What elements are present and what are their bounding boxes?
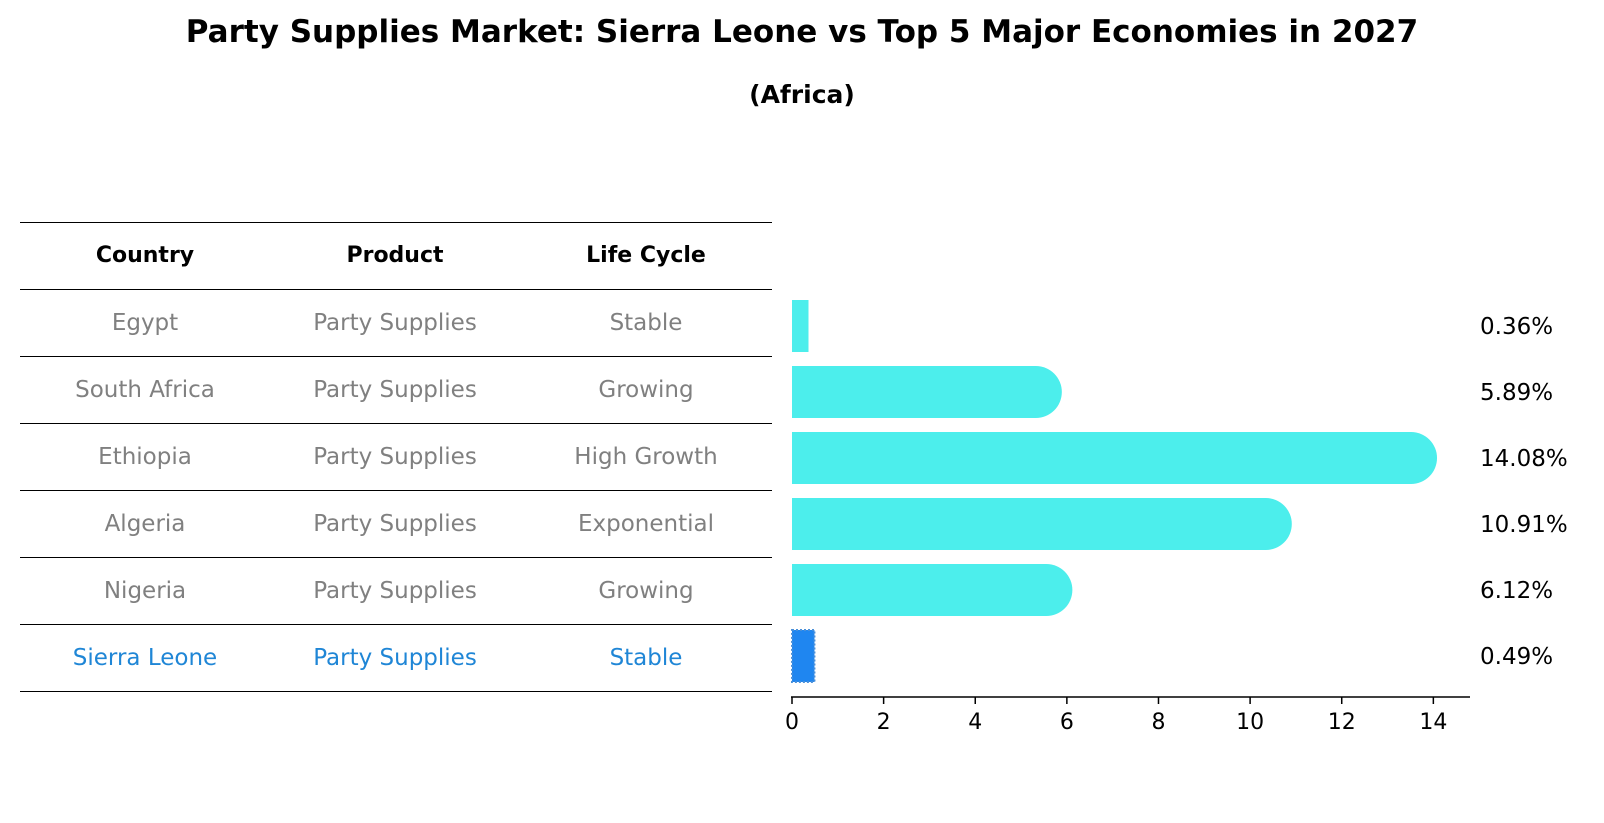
- x-axis-tick-label: 8: [1151, 710, 1165, 735]
- cell-life-cycle: Stable: [609, 310, 683, 336]
- cell-country: South Africa: [75, 377, 215, 403]
- bar-nigeria: [792, 564, 1073, 616]
- bar-value-label: 0.36%: [1480, 314, 1553, 340]
- cell-product: Party Supplies: [313, 578, 477, 604]
- table-row: South Africa Party Supplies Growing: [20, 357, 772, 424]
- cell-country: Algeria: [104, 511, 186, 537]
- cell-product: Party Supplies: [313, 377, 477, 403]
- chart-title: Party Supplies Market: Sierra Leone vs T…: [185, 14, 1419, 50]
- bar-value-label: 10.91%: [1480, 512, 1568, 538]
- table-row: Algeria Party Supplies Exponential: [20, 491, 772, 558]
- cell-product: Party Supplies: [313, 645, 477, 671]
- cell-life-cycle: High Growth: [574, 444, 718, 470]
- column-header-life-cycle: Life Cycle: [586, 243, 706, 268]
- column-header-product: Product: [346, 243, 444, 268]
- table-header-row: Country Product Life Cycle: [20, 222, 772, 290]
- bar-south-africa: [792, 366, 1062, 418]
- x-axis-tick-label: 4: [968, 710, 982, 735]
- x-axis-tick-label: 2: [877, 710, 891, 735]
- cell-product: Party Supplies: [313, 511, 477, 537]
- cell-country: Nigeria: [103, 578, 187, 604]
- cell-country: Egypt: [111, 310, 179, 336]
- x-axis-tick-label: 14: [1419, 710, 1447, 735]
- cell-life-cycle: Stable: [609, 645, 683, 671]
- x-axis-tick-label: 10: [1236, 710, 1264, 735]
- x-axis-tick-label: 6: [1060, 710, 1074, 735]
- table-row: Nigeria Party Supplies Growing: [20, 558, 772, 625]
- bar-value-label: 0.49%: [1480, 644, 1553, 670]
- table-row: Ethiopia Party Supplies High Growth: [20, 424, 772, 491]
- chart-subtitle: (Africa): [749, 80, 855, 109]
- cell-product: Party Supplies: [313, 310, 477, 336]
- bar-ethiopia: [792, 432, 1438, 484]
- cell-product: Party Supplies: [313, 444, 477, 470]
- bar-algeria: [792, 498, 1292, 550]
- data-table: Country Product Life Cycle Egypt Party S…: [20, 222, 772, 692]
- column-header-country: Country: [95, 243, 195, 268]
- bar-sierra-leone: [791, 629, 816, 683]
- bar-value-label: 5.89%: [1480, 380, 1553, 406]
- table-row-highlighted: Sierra Leone Party Supplies Stable: [20, 625, 772, 692]
- cell-life-cycle: Growing: [598, 578, 694, 604]
- x-axis-tick-label: 12: [1328, 710, 1356, 735]
- bar-egypt: [792, 300, 809, 352]
- bar-value-label: 6.12%: [1480, 578, 1553, 604]
- x-axis-tick-label: 0: [785, 710, 799, 735]
- cell-country: Ethiopia: [98, 444, 192, 470]
- bar-value-label: 14.08%: [1480, 446, 1568, 472]
- cell-life-cycle: Exponential: [577, 511, 714, 537]
- cell-life-cycle: Growing: [598, 377, 694, 403]
- cell-country: Sierra Leone: [72, 645, 218, 671]
- table-row: Egypt Party Supplies Stable: [20, 290, 772, 357]
